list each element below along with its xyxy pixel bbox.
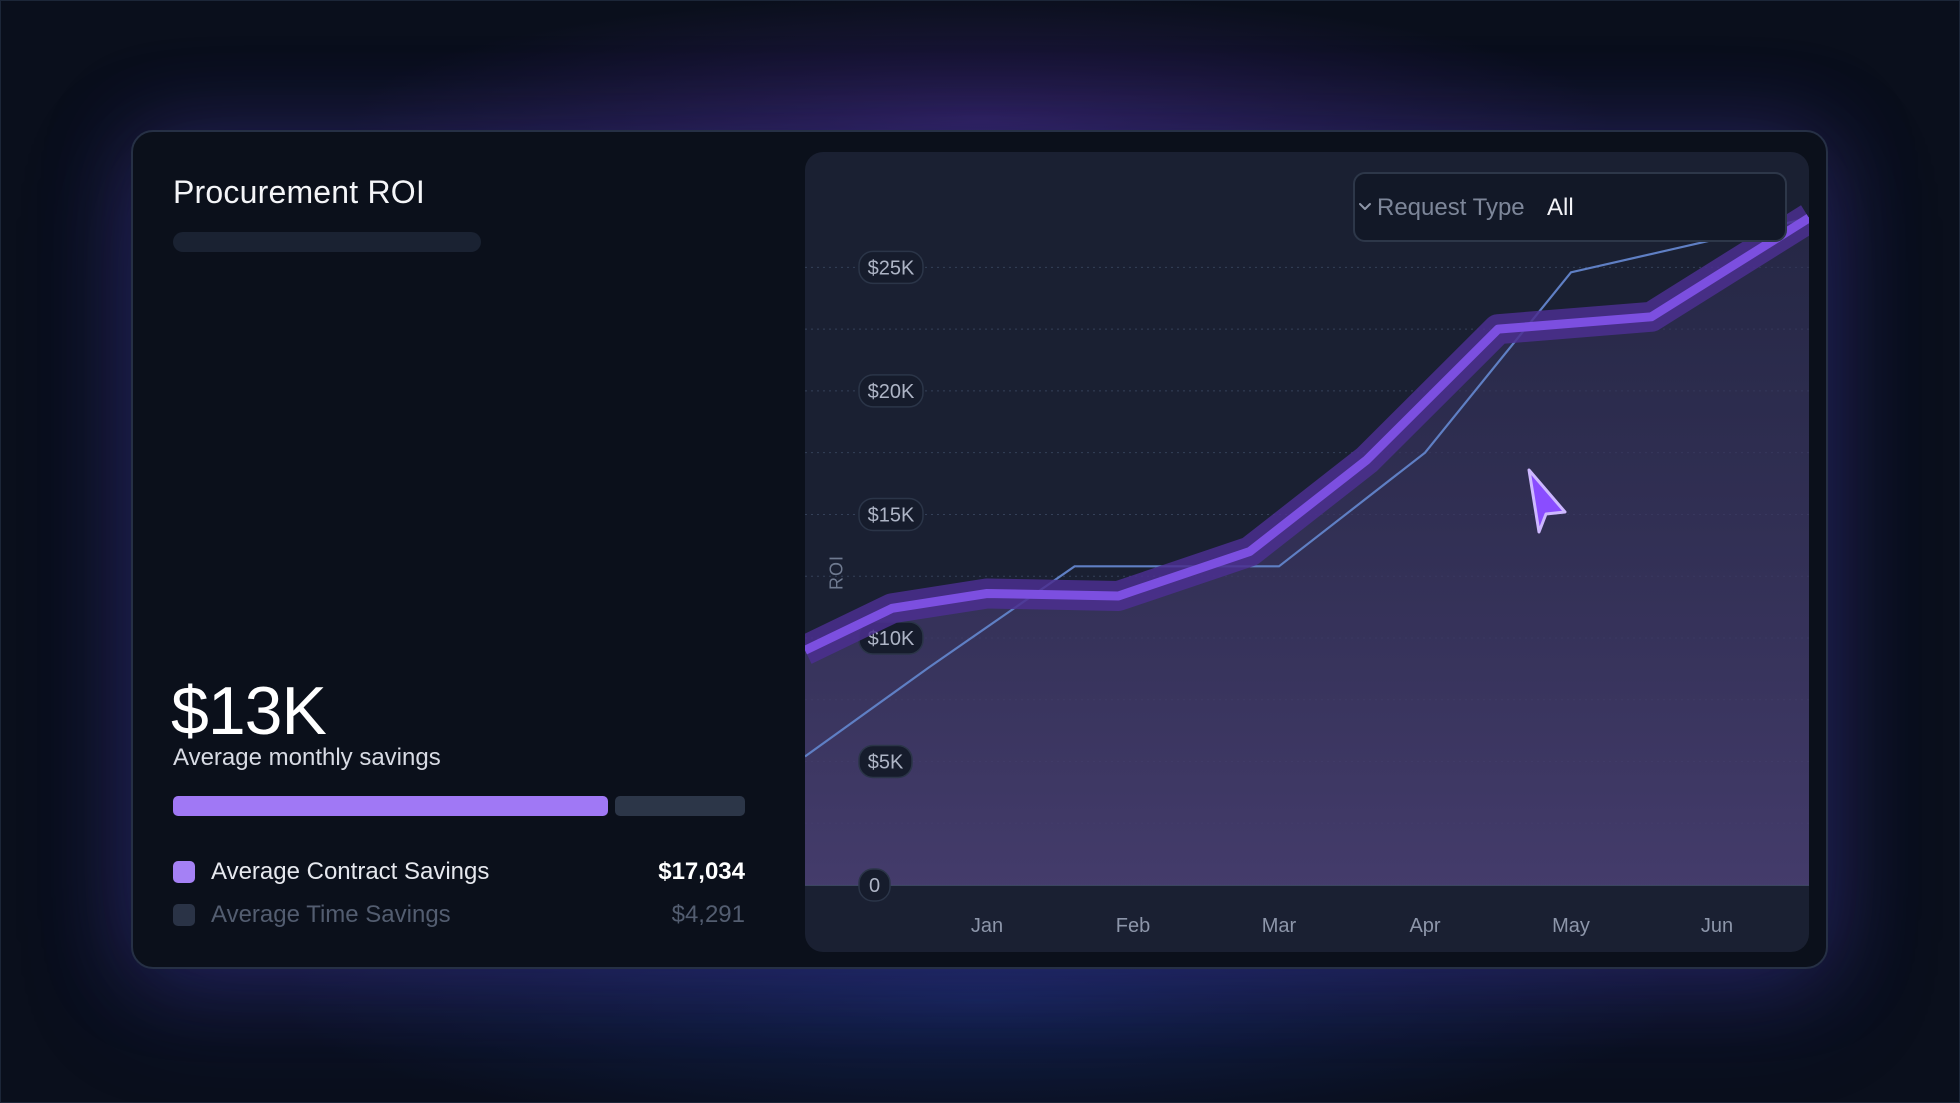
card-title: Procurement ROI (173, 174, 425, 210)
legend-label: Average Time Savings (211, 901, 451, 928)
progress-remainder (615, 796, 745, 816)
x-tick-label: Mar (1262, 915, 1297, 937)
summary-value: $13K (171, 673, 327, 749)
legend-label: Average Contract Savings (211, 858, 490, 885)
x-tick-label: Jun (1701, 915, 1733, 937)
y-axis-label: ROI (826, 555, 847, 591)
legend-item-time-savings[interactable]: Average Time Savings $4,291 (173, 899, 745, 931)
chevron-down-icon (1359, 203, 1371, 210)
y-tick-label: $15K (868, 504, 915, 526)
y-tick-label: $10K (868, 628, 915, 650)
y-tick-pill (858, 374, 924, 408)
x-tick-label: Jan (971, 915, 1003, 937)
y-tick-pill (858, 250, 924, 285)
x-tick-label: Apr (1409, 915, 1440, 937)
y-tick-pill (858, 744, 913, 779)
roi-line-chart: 0 $5K $10K $15K $20K $25K Jan Feb Mar Apr May Jun (805, 205, 1809, 937)
dropdown-selected-value: All (1547, 194, 1574, 221)
cursor-arrow-icon (1527, 468, 1567, 534)
legend-swatch-contract (173, 861, 195, 883)
summary-label: Average monthly savings (173, 744, 441, 771)
legend-value: $17,034 (658, 858, 745, 885)
x-tick-label: May (1552, 915, 1590, 937)
secondary-series-line (805, 216, 1809, 758)
y-tick-label: $25K (868, 257, 915, 279)
y-tick-pill (858, 497, 924, 532)
legend-value: $4,291 (671, 901, 745, 928)
procurement-roi-card: Procurement ROI $13K Average monthly sav… (131, 130, 1828, 969)
legend-item-contract-savings[interactable]: Average Contract Savings $17,034 (173, 856, 745, 888)
y-tick: 0 (858, 868, 891, 902)
y-tick: $15K (858, 497, 924, 532)
primary-series-line (805, 214, 1809, 655)
x-tick-label: Feb (1116, 915, 1150, 937)
progress-fill (173, 796, 608, 816)
y-tick: $25K (858, 250, 924, 285)
title-placeholder-bar (173, 232, 481, 252)
y-tick-label: $20K (868, 381, 915, 403)
legend-swatch-time (173, 904, 195, 926)
dropdown-label: Request Type (1377, 194, 1525, 221)
y-tick-label: 0 (869, 875, 880, 897)
y-tick-label: $5K (868, 751, 904, 773)
savings-progress-bar (173, 796, 745, 816)
y-tick: $5K (858, 744, 913, 779)
request-type-dropdown[interactable]: Request Type All (1353, 172, 1787, 242)
y-tick: $20K (858, 374, 924, 408)
roi-chart-panel: 0 $5K $10K $15K $20K $25K Jan Feb Mar Apr May Jun … (805, 152, 1809, 952)
primary-series-area (805, 218, 1809, 885)
y-tick-pill (858, 868, 891, 902)
